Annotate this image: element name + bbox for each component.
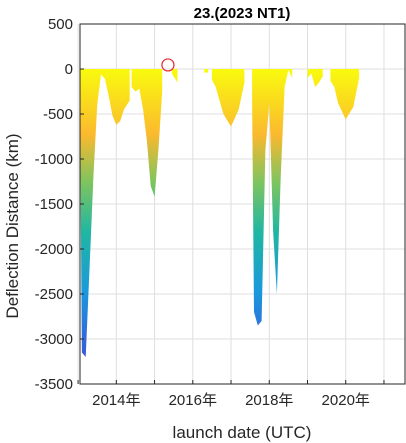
deflection-area — [252, 69, 293, 326]
y-axis: 500 0 -500 -1000 -1500 -2000 -2500 -3000 -3500 — [35, 16, 84, 393]
y-tick-label: -3000 — [35, 331, 73, 348]
deflection-area — [171, 69, 178, 83]
x-axis-title: launch date (UTC) — [173, 423, 312, 442]
deflection-areas — [80, 69, 360, 357]
y-tick-label: -2500 — [35, 286, 73, 303]
y-tick-label: -500 — [43, 106, 73, 123]
chart-title: 23.(2023 NT1) — [194, 5, 291, 22]
x-tick-label: 2018年 — [245, 392, 293, 409]
y-axis-title: Deflection Distance (km) — [3, 133, 22, 318]
x-tick-label: 2016年 — [169, 392, 217, 409]
deflection-area — [80, 69, 130, 357]
deflection-area — [131, 69, 163, 197]
x-tick-label: 2014年 — [92, 392, 140, 409]
x-tick-label: 2020年 — [322, 392, 370, 409]
y-tick-label: 0 — [65, 61, 73, 78]
deflection-area — [204, 69, 209, 73]
deflection-area — [307, 69, 323, 87]
marker-circle — [161, 58, 175, 72]
y-tick-label: -1000 — [35, 151, 73, 168]
x-axis: 2014年 2016年 2018年 2020年 — [77, 380, 385, 409]
y-tick-label: -1500 — [35, 196, 73, 213]
deflection-area — [211, 69, 245, 127]
y-tick-label: 500 — [48, 16, 73, 33]
y-tick-label: -2000 — [35, 241, 73, 258]
y-tick-label: -3500 — [35, 376, 73, 393]
deflection-area — [330, 69, 360, 120]
